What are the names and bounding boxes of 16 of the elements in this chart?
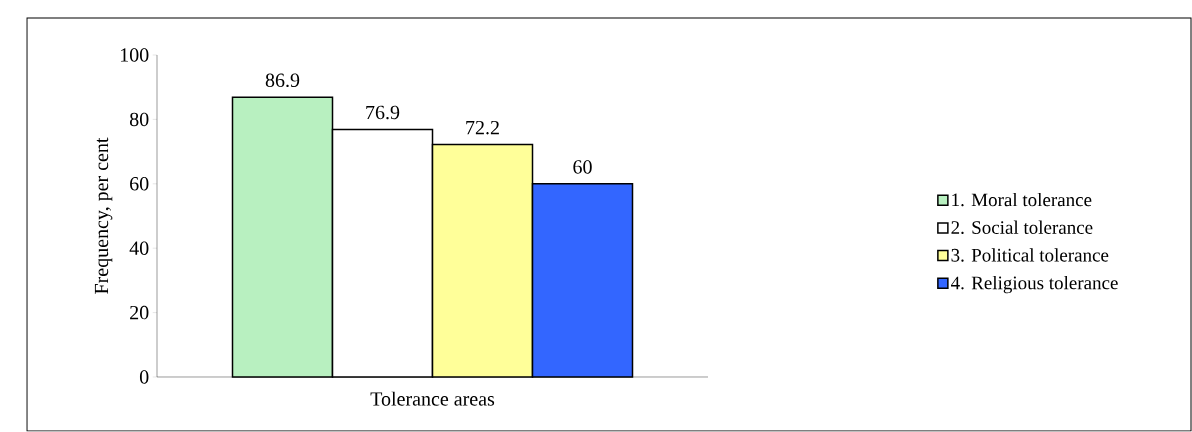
x-axis-title: Tolerance areas: [370, 391, 495, 406]
legend-label: 1. Moral tolerance: [952, 192, 1092, 207]
y-tick-label: 60: [130, 177, 149, 191]
legend-label: 4. Religious tolerance: [951, 275, 1118, 294]
data-label: 76.9: [366, 105, 400, 120]
data-label: 72.2: [466, 120, 499, 135]
data-label: 60: [573, 160, 592, 174]
y-tick-label: 0: [139, 370, 149, 384]
y-axis-title: Frequency, per cent: [94, 137, 113, 294]
y-tick-label: 40: [129, 241, 149, 255]
data-label: 86.9: [265, 73, 300, 88]
y-tick-label: 100: [120, 48, 149, 62]
y-tick-label: 80: [129, 112, 149, 127]
legend-label: 3. Political tolerance: [951, 248, 1109, 262]
legend-label: 2. Social tolerance: [951, 220, 1093, 235]
y-tick-label: 20: [130, 305, 149, 320]
